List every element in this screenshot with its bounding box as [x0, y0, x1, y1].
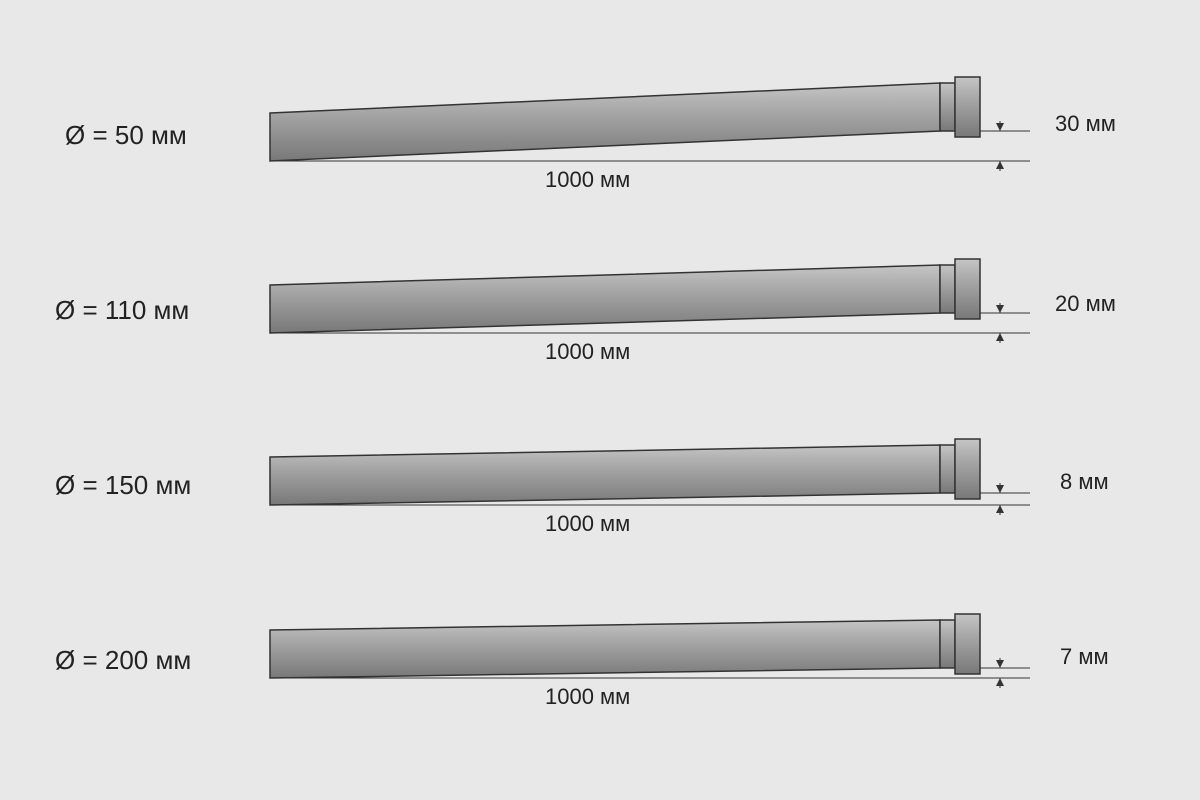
diameter-label: Ø = 200 мм	[55, 645, 191, 676]
length-label: 1000 мм	[545, 511, 630, 537]
length-label: 1000 мм	[545, 167, 630, 193]
pipe-slope-diagram: Ø = 50 мм	[0, 0, 1200, 800]
pipe-graphic	[260, 55, 1040, 205]
diameter-label: Ø = 50 мм	[65, 120, 187, 151]
pipe-graphic	[260, 235, 1040, 380]
pipe-row-50mm: Ø = 50 мм	[0, 55, 1200, 210]
rise-label: 30 мм	[1055, 111, 1116, 137]
pipe-row-110mm: Ø = 110 мм 20 мм 1000 мм	[0, 235, 1200, 385]
length-label: 1000 мм	[545, 684, 630, 710]
rise-label: 20 мм	[1055, 291, 1116, 317]
rise-label: 7 мм	[1060, 644, 1109, 670]
diameter-label: Ø = 150 мм	[55, 470, 191, 501]
pipe-graphic	[260, 590, 1040, 730]
length-label: 1000 мм	[545, 339, 630, 365]
pipe-graphic	[260, 415, 1040, 555]
pipe-row-150mm: Ø = 150 мм 8 мм 1000 мм	[0, 415, 1200, 560]
pipe-row-200mm: Ø = 200 мм 7 мм 1000 мм	[0, 590, 1200, 735]
diameter-label: Ø = 110 мм	[55, 295, 189, 326]
rise-label: 8 мм	[1060, 469, 1109, 495]
